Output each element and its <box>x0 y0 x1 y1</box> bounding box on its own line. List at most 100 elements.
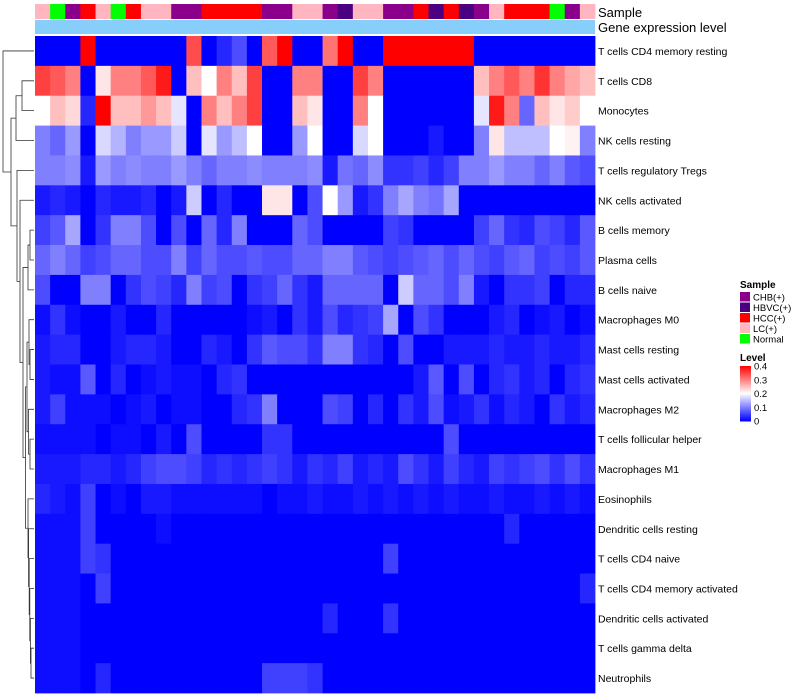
heatmap-cell <box>171 65 187 97</box>
heatmap-cell <box>186 603 202 634</box>
heatmap-cell <box>140 603 157 634</box>
heatmap-cell <box>156 513 172 545</box>
row-label: Plasma cells <box>598 255 657 267</box>
heatmap-cell <box>413 125 429 156</box>
heatmap-cell <box>201 95 218 126</box>
heatmap-cell <box>579 573 596 604</box>
heatmap-cell <box>489 304 505 336</box>
heatmap-cell <box>110 454 127 485</box>
heatmap-cell <box>428 424 445 455</box>
heatmap-cell <box>110 215 127 246</box>
level-colorbar-segment <box>740 412 751 415</box>
heatmap-cell <box>95 215 112 246</box>
heatmap-cell <box>65 215 81 246</box>
heatmap-cell <box>262 543 278 574</box>
heatmap-cell <box>564 304 581 336</box>
heatmap-cell <box>307 603 323 634</box>
heatmap-cell <box>80 364 96 395</box>
sample-legend-label: HCC(+) <box>753 314 785 325</box>
sample-annotation-cell <box>65 4 81 19</box>
heatmap-cell <box>549 125 566 156</box>
heatmap-cell <box>201 663 218 694</box>
heatmap-cell <box>352 483 369 515</box>
heatmap-cell <box>337 185 354 216</box>
heatmap-cell <box>110 274 127 306</box>
level-colorbar-segment <box>740 401 751 404</box>
sample-annotation-cell <box>322 4 339 19</box>
sample-legend-swatch <box>740 334 750 344</box>
heatmap-cell <box>171 185 187 216</box>
heatmap-cell <box>50 364 66 395</box>
heatmap-cell <box>246 304 263 336</box>
heatmap-cell <box>307 454 323 485</box>
heatmap-cell <box>322 513 339 545</box>
heatmap-cell <box>398 65 414 97</box>
heatmap-cell <box>292 603 308 634</box>
heatmap-cell <box>140 663 157 694</box>
heatmap-cell <box>337 364 354 395</box>
heatmap-cell <box>216 603 233 634</box>
heatmap-cell <box>246 125 263 156</box>
heatmap-cell <box>246 65 263 97</box>
heatmap-cell <box>80 65 96 97</box>
heatmap-cell <box>443 95 460 126</box>
heatmap-cell <box>186 36 202 67</box>
heatmap-cell <box>277 185 293 216</box>
heatmap-cell <box>231 334 248 365</box>
heatmap-cell <box>277 573 293 604</box>
heatmap-cell <box>398 304 414 336</box>
sample-annotation-cell <box>292 4 308 19</box>
level-colorbar-segment <box>740 410 751 412</box>
heatmap-cell <box>186 215 202 246</box>
heatmap-cell <box>352 663 369 694</box>
heatmap-cell <box>201 483 218 515</box>
heatmap-cell <box>246 364 263 395</box>
heatmap-cell <box>262 603 278 634</box>
heatmap-cell <box>337 543 354 574</box>
heatmap-cell <box>413 185 429 216</box>
heatmap-cell <box>383 155 399 186</box>
level-legend-tick: 0 <box>754 417 759 428</box>
heatmap-cell <box>473 424 490 455</box>
heatmap-cell <box>579 454 596 485</box>
dendrogram-branch <box>29 349 34 380</box>
heatmap-cell <box>186 543 202 574</box>
heatmap-cell <box>473 215 490 246</box>
heatmap-cell <box>262 185 278 216</box>
heatmap-cell <box>383 245 399 276</box>
heatmap-cell <box>519 125 535 156</box>
heatmap-cell <box>292 36 308 67</box>
heatmap-cell <box>519 155 535 186</box>
heatmap-cell <box>579 185 596 216</box>
heatmap-cell <box>156 304 172 336</box>
row-label: Monocytes <box>598 106 649 118</box>
heatmap-cell <box>110 95 127 126</box>
heatmap-cell <box>307 125 323 156</box>
heatmap-cell <box>201 603 218 634</box>
row-label: Mast cells activated <box>598 374 690 386</box>
heatmap-cell <box>443 155 460 186</box>
row-label: NK cells resting <box>598 136 671 148</box>
heatmap-cell <box>367 215 384 246</box>
heatmap-cell <box>186 304 202 336</box>
heatmap-cell <box>398 334 414 365</box>
heatmap-cell <box>519 245 535 276</box>
heatmap-cell <box>50 334 66 365</box>
heatmap-cell <box>231 573 248 604</box>
heatmap-cell <box>473 65 490 97</box>
heatmap-cell <box>519 513 535 545</box>
heatmap-cell <box>125 663 142 694</box>
heatmap-cell <box>534 304 550 336</box>
heatmap-cell <box>110 483 127 515</box>
heatmap-cell <box>292 513 308 545</box>
heatmap-cell <box>50 274 66 306</box>
heatmap-cell <box>171 125 187 156</box>
heatmap-cell <box>352 65 369 97</box>
heatmap-cell <box>140 95 157 126</box>
dendrogram-branch <box>15 95 34 141</box>
sample-annotation-cell <box>231 4 248 19</box>
heatmap-cell <box>171 334 187 365</box>
heatmap-cell <box>337 95 354 126</box>
heatmap-cell <box>140 454 157 485</box>
heatmap-cell <box>216 304 233 336</box>
